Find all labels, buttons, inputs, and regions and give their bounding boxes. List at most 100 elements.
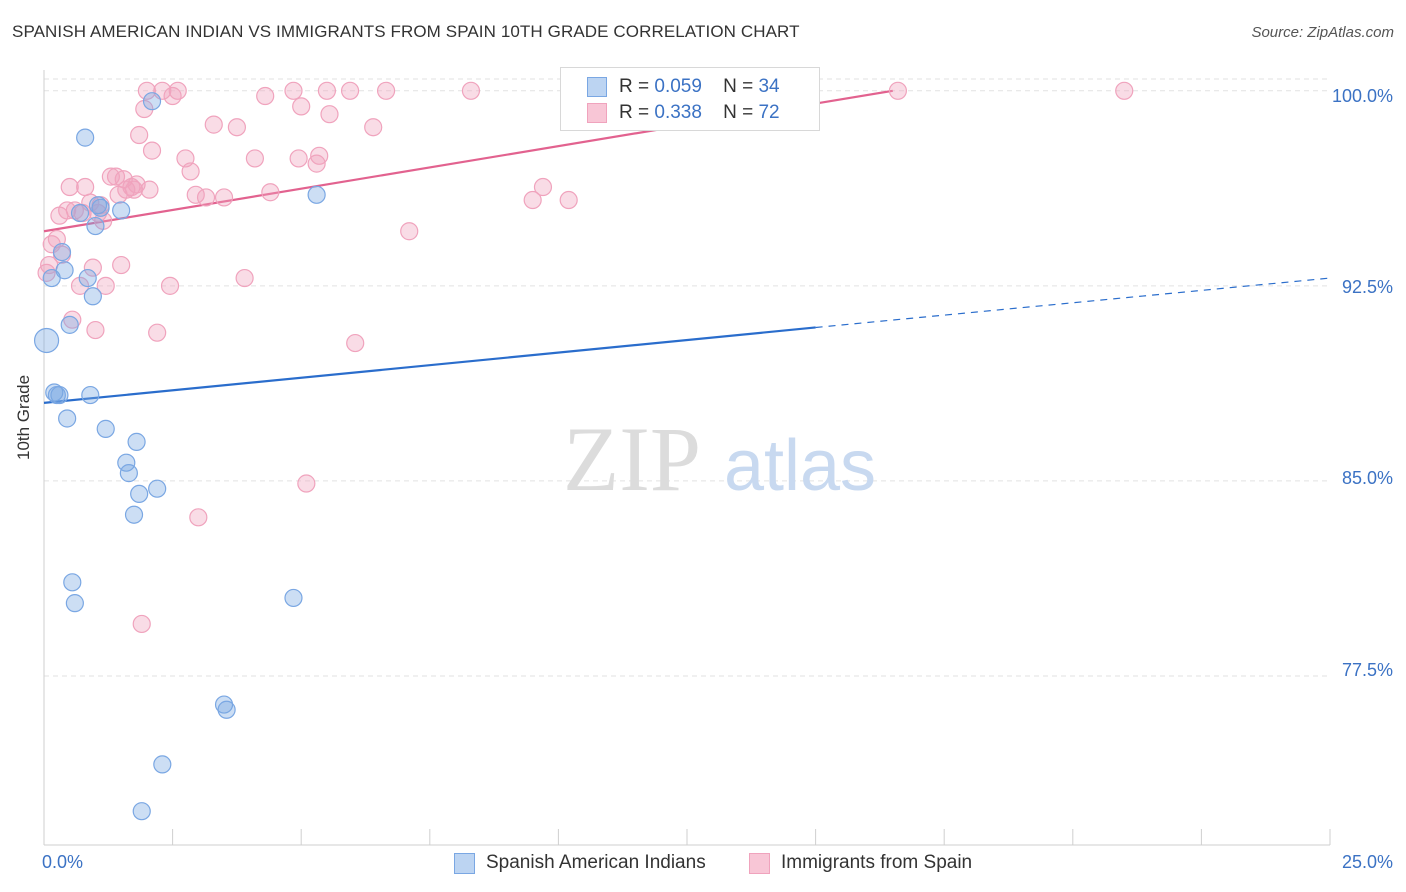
- data-point: [112, 255, 131, 275]
- legend-swatch-pink: [749, 853, 770, 874]
- data-point: [33, 327, 60, 354]
- data-point: [317, 81, 337, 100]
- data-point: [76, 128, 95, 147]
- data-point: [235, 268, 254, 288]
- data-point: [96, 419, 115, 438]
- data-point: [320, 105, 339, 124]
- data-point: [96, 276, 115, 295]
- data-point: [160, 276, 180, 295]
- data-point: [78, 268, 97, 288]
- data-point: [47, 385, 66, 405]
- data-point: [227, 118, 246, 137]
- y-tick-label: 92.5%: [1341, 277, 1393, 297]
- data-point: [137, 81, 156, 100]
- legend-swatch-blue: [587, 77, 607, 97]
- data-point: [214, 188, 234, 207]
- data-point: [76, 177, 95, 197]
- data-point: [65, 594, 84, 613]
- data-point: [70, 276, 90, 295]
- data-point: [284, 588, 303, 608]
- data-point: [1115, 81, 1134, 100]
- data-point: [376, 81, 396, 100]
- data-point: [289, 149, 308, 168]
- y-tick-label: 77.5%: [1341, 660, 1393, 680]
- data-point: [60, 315, 79, 334]
- legend-r-label: R =: [619, 76, 650, 97]
- data-point: [130, 125, 149, 145]
- legend-r-value: 0.338: [654, 102, 702, 123]
- data-point: [400, 222, 419, 241]
- data-point: [124, 180, 144, 199]
- data-point: [533, 177, 553, 197]
- data-point: [284, 81, 303, 100]
- data-point: [559, 190, 578, 210]
- data-point: [45, 383, 64, 402]
- data-point: [245, 149, 265, 168]
- series-spanish-american-indians: [33, 92, 326, 821]
- data-point: [256, 86, 275, 106]
- legend-r-label: R =: [619, 102, 650, 123]
- data-point: [217, 700, 236, 719]
- legend-label: Spanish American Indians: [486, 852, 706, 873]
- chart-title: SPANISH AMERICAN INDIAN VS IMMIGRANTS FR…: [12, 22, 800, 41]
- data-point: [310, 146, 329, 165]
- data-point: [86, 320, 105, 340]
- data-point: [119, 464, 138, 483]
- trend-lines: [43, 89, 1331, 404]
- data-point: [52, 242, 72, 262]
- data-point: [364, 118, 383, 137]
- legend-n-value: 34: [758, 76, 780, 97]
- watermark: ZIP atlas: [563, 408, 876, 510]
- trend-line-projection: [815, 277, 1331, 329]
- legend-swatch-pink: [587, 103, 607, 123]
- trend-line: [43, 326, 816, 404]
- data-point: [148, 479, 167, 498]
- data-point: [214, 695, 234, 714]
- watermark-zip: ZIP: [563, 408, 701, 510]
- series-immigrants-from-spain: [37, 81, 1134, 634]
- data-point: [91, 198, 110, 217]
- data-point: [83, 258, 102, 277]
- data-point: [181, 162, 200, 181]
- data-point: [127, 432, 146, 451]
- gridlines: [44, 78, 1330, 677]
- data-point: [132, 614, 151, 634]
- data-point: [307, 185, 326, 204]
- data-point: [523, 190, 542, 210]
- data-point: [63, 573, 82, 592]
- data-point: [122, 177, 141, 197]
- data-point: [124, 505, 144, 524]
- y-tick-label: 100.0%: [1331, 86, 1393, 106]
- data-point: [117, 453, 136, 472]
- watermark-atlas: atlas: [724, 426, 876, 506]
- data-point: [70, 203, 90, 223]
- data-point: [163, 86, 182, 106]
- data-point: [346, 333, 365, 353]
- data-point: [127, 175, 146, 194]
- data-point: [142, 92, 162, 111]
- y-axis-label: 10th Grade: [14, 374, 33, 460]
- data-point: [132, 802, 151, 821]
- axes: [43, 70, 1331, 846]
- data-point: [148, 323, 167, 342]
- data-point: [196, 188, 216, 207]
- data-point: [204, 115, 223, 134]
- data-point: [292, 97, 311, 116]
- legend-label: Immigrants from Spain: [781, 852, 973, 873]
- data-point: [63, 310, 82, 329]
- x-tick-label: 0.0%: [42, 852, 84, 872]
- data-point: [130, 484, 149, 504]
- data-point: [135, 99, 154, 119]
- data-point: [81, 385, 100, 405]
- data-point: [142, 141, 162, 160]
- data-point: [117, 180, 136, 199]
- data-point: [83, 287, 102, 306]
- legend-n-value: 72: [758, 102, 780, 123]
- data-point: [888, 81, 908, 100]
- data-point: [186, 185, 205, 204]
- data-point: [112, 201, 131, 220]
- data-point: [55, 261, 74, 280]
- y-tick-label: 85.0%: [1341, 468, 1393, 488]
- stats-legend: R = 0.059 N = 34 R = 0.338 N = 72: [560, 67, 820, 131]
